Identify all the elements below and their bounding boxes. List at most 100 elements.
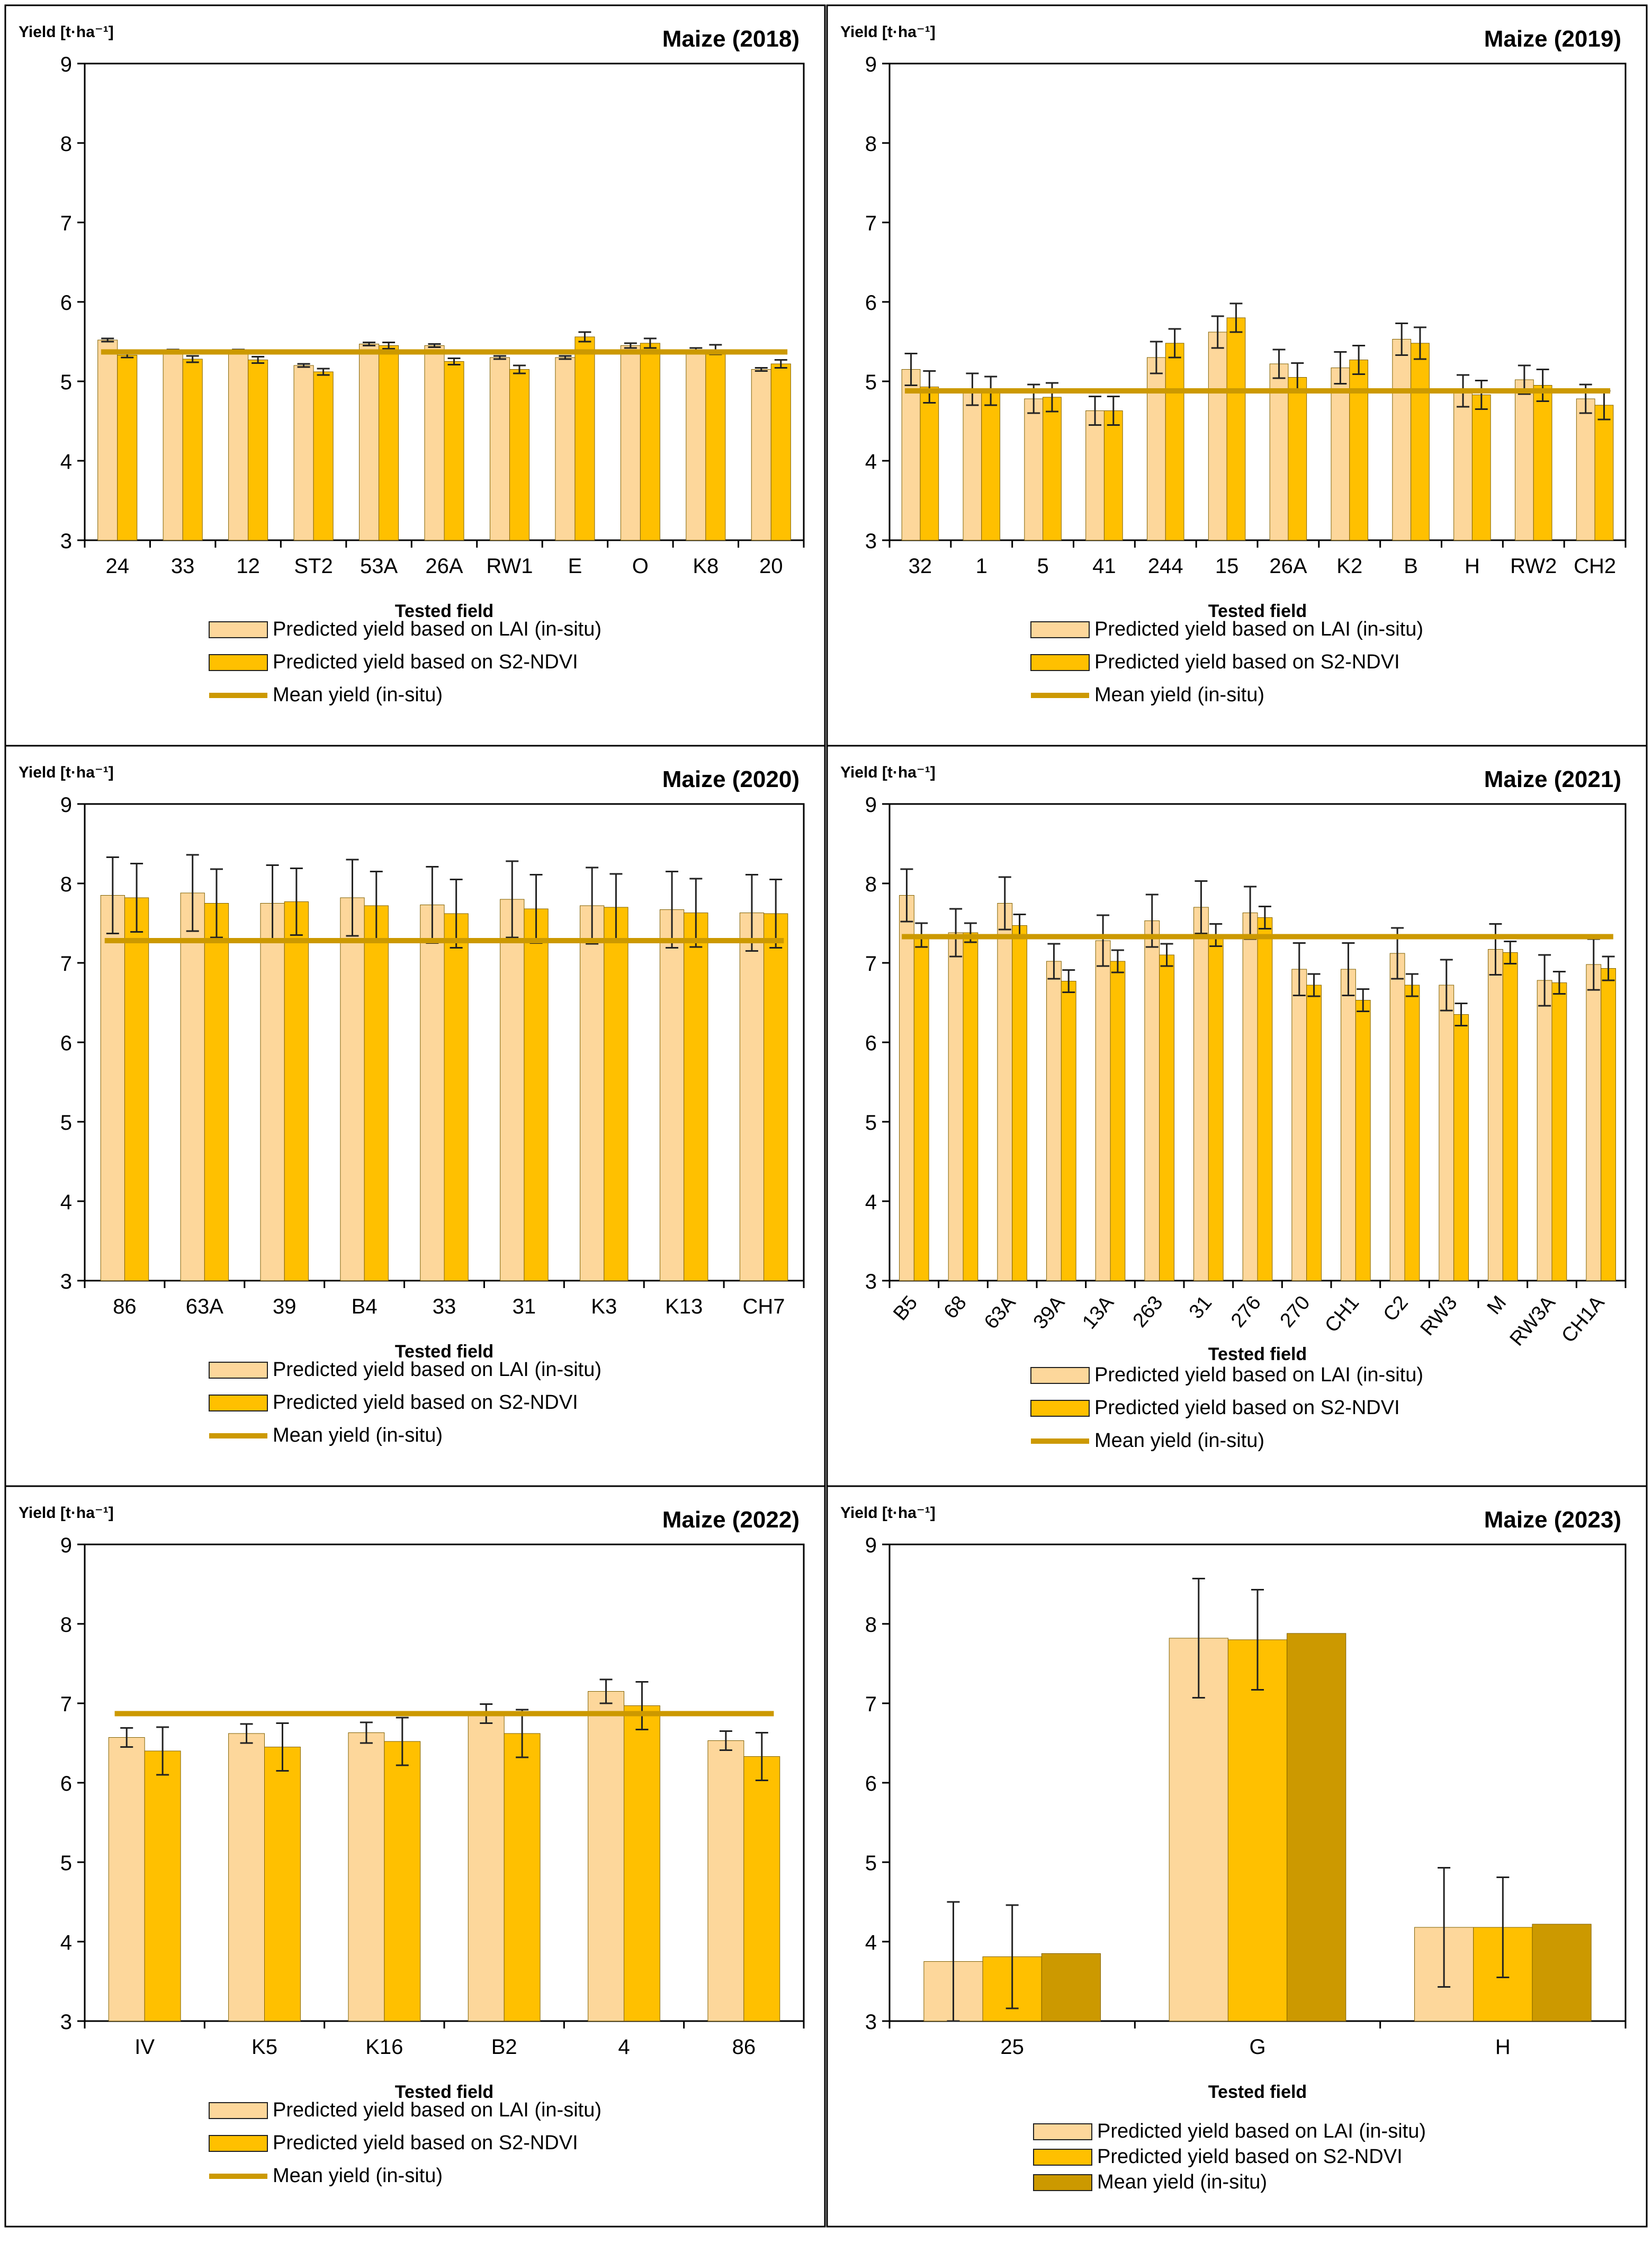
error-bar: [1062, 969, 1075, 993]
bar-ndvi: [1601, 968, 1616, 1281]
y-tick-label: 3: [865, 2010, 877, 2034]
y-tick-label: 7: [865, 212, 877, 235]
x-tick-label: K16: [365, 2035, 403, 2059]
y-tick-label: 3: [865, 530, 877, 553]
x-tick-label: RW2: [1510, 555, 1557, 578]
bar-ndvi: [1061, 981, 1076, 1281]
bar-lai: [620, 345, 641, 541]
bar-lai: [555, 357, 576, 541]
error-bar: [1357, 988, 1370, 1012]
bar-ndvi: [981, 390, 1000, 541]
bar-lai: [1147, 357, 1166, 541]
bar-ndvi: [1453, 1014, 1469, 1281]
bar-ndvi: [444, 913, 469, 1281]
bar-ndvi: [1411, 343, 1430, 541]
bar-lai: [739, 913, 765, 1281]
x-tick-label: K8: [693, 555, 719, 578]
y-tick-label: 4: [865, 1191, 877, 1214]
y-tick-label: 4: [60, 1931, 72, 1954]
legend-label: Predicted yield based on LAI (in-situ): [1094, 618, 1423, 640]
bar-ndvi: [1103, 410, 1123, 541]
bar-lai: [1439, 985, 1455, 1281]
y-tick-label: 4: [865, 1931, 877, 1954]
bar-ndvi: [444, 361, 464, 541]
legend-swatch: [209, 1395, 268, 1411]
y-tick-label: 6: [865, 1772, 877, 1795]
bar-lai: [424, 345, 445, 541]
error-bar: [1413, 326, 1426, 360]
y-axis-label: Yield [t·ha⁻¹]: [19, 1504, 114, 1522]
error-bar: [923, 370, 936, 404]
error-bar: [450, 879, 463, 949]
error-bar: [643, 337, 657, 349]
error-bar: [382, 342, 396, 350]
error-bar: [1342, 942, 1355, 996]
x-tick-label: 53A: [360, 555, 398, 578]
bar-lai: [1331, 368, 1350, 541]
error-bar: [346, 859, 359, 937]
legend-swatch: [1033, 2149, 1092, 2166]
y-tick-label: 9: [60, 793, 72, 817]
error-bar: [447, 358, 461, 365]
x-tick-label: 244: [1148, 555, 1183, 578]
error-bar: [513, 364, 526, 374]
error-bar: [1107, 396, 1120, 426]
error-bar: [1047, 943, 1061, 980]
x-tick-label: 26A: [425, 555, 463, 578]
bar-lai: [1392, 339, 1412, 541]
chart-title: Maize (2018): [662, 26, 800, 52]
bar-lai: [260, 903, 285, 1281]
error-bar: [755, 1732, 768, 1781]
bar-lai: [751, 369, 771, 541]
error-bar: [186, 854, 199, 932]
legend-ndvi: Predicted yield based on S2-NDVI: [1033, 2146, 1403, 2168]
legend-lai: Predicted yield based on LAI (in-situ): [1033, 2120, 1426, 2142]
x-tick-label: K3: [591, 1295, 617, 1318]
error-bar: [1258, 906, 1271, 930]
legend-label: Predicted yield based on LAI (in-situ): [273, 618, 601, 640]
bar-lai: [1537, 980, 1552, 1281]
bar-lai: [1242, 913, 1258, 1281]
error-bar: [240, 1723, 253, 1744]
y-tick-label: 4: [60, 450, 72, 473]
error-bar: [290, 868, 303, 936]
bar-lai: [963, 389, 982, 541]
error-bar: [252, 356, 265, 364]
bar-lai: [1085, 410, 1105, 541]
chart-title: Maize (2023): [1484, 1507, 1621, 1533]
error-bar: [900, 868, 913, 923]
bar-lai: [180, 892, 205, 1281]
y-axis-label: Yield [t·ha⁻¹]: [840, 1504, 936, 1522]
y-tick-label: 9: [60, 1534, 72, 1557]
error-bar: [1089, 396, 1102, 426]
x-axis-title: Tested field: [1208, 2082, 1307, 2102]
bar-ndvi: [509, 369, 529, 541]
bar-lai: [588, 1691, 624, 2022]
error-bar: [1475, 380, 1488, 410]
legend-label: Mean yield (in-situ): [273, 2165, 443, 2187]
error-bar: [130, 863, 143, 933]
error-bar: [578, 331, 591, 343]
bar-ndvi: [1306, 985, 1322, 1281]
error-bar: [1536, 369, 1549, 402]
error-bar: [1168, 328, 1181, 359]
error-bar: [186, 355, 199, 363]
legend-label: Predicted yield based on S2-NDVI: [273, 2132, 578, 2154]
bar-ndvi: [604, 907, 629, 1281]
y-tick-label: 7: [865, 1693, 877, 1716]
bar-ndvi: [248, 360, 268, 541]
legend-swatch: [1033, 2174, 1092, 2191]
legend-label: Mean yield (in-situ): [1094, 1429, 1264, 1452]
bar-ndvi: [384, 1741, 421, 2022]
bar-ndvi: [624, 1705, 660, 2022]
bar-lai: [228, 1733, 265, 2022]
bar-ndvi: [379, 345, 399, 541]
error-bar: [1005, 1904, 1019, 2009]
x-tick-label: CH2: [1574, 555, 1616, 578]
error-bar: [1229, 302, 1243, 333]
bar-ndvi: [764, 913, 788, 1281]
legend-label: Mean yield (in-situ): [1094, 684, 1264, 706]
x-tick-label: H: [1495, 2035, 1511, 2059]
